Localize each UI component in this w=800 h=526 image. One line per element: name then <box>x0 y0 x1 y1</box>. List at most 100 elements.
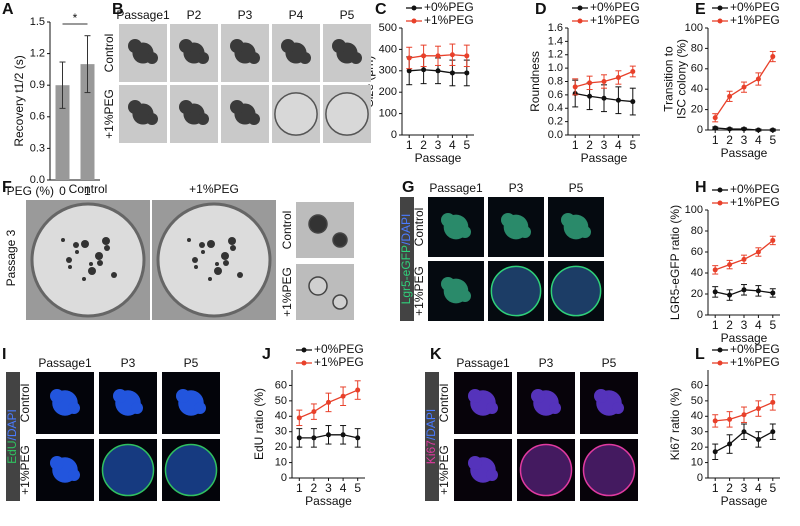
point <box>727 126 733 132</box>
y-tick-label: 30 <box>275 426 287 438</box>
column-label: P3 <box>539 356 554 370</box>
point <box>406 55 412 61</box>
y-tick-label: 0 <box>697 472 703 484</box>
column-label: Passage1 <box>116 8 170 22</box>
point <box>311 435 317 441</box>
y-tick-label: 60 <box>275 379 287 391</box>
point <box>755 288 761 294</box>
specimen <box>612 402 624 414</box>
y-axis-label: Transition to <box>662 46 676 112</box>
point <box>741 126 747 132</box>
x-tick-label: 1 <box>572 138 579 152</box>
specimen <box>194 402 206 414</box>
legend-marker <box>577 18 583 24</box>
legend-marker <box>717 360 723 366</box>
stain-part: Lgr5-eGFP <box>399 245 413 304</box>
column-label: P3 <box>121 356 136 370</box>
point <box>296 435 302 441</box>
bar <box>55 85 70 180</box>
specimen <box>197 113 209 125</box>
specimen <box>332 39 346 53</box>
y-tick-label: 80 <box>691 225 703 237</box>
point <box>406 68 412 74</box>
x-axis-label: Passage <box>305 494 352 508</box>
point <box>712 267 718 273</box>
y-tick-label: 10 <box>275 456 287 468</box>
specimen <box>179 39 193 53</box>
specimen <box>95 252 103 260</box>
specimen <box>281 39 295 53</box>
x-tick-label: 4 <box>755 318 762 332</box>
specimen <box>97 260 103 266</box>
specimen <box>75 250 79 254</box>
point <box>464 53 470 59</box>
y-tick-label: 500 <box>379 22 397 34</box>
point <box>435 68 441 74</box>
bar <box>80 64 95 180</box>
y-axis-label: Ki67 ratio (%) <box>668 388 682 461</box>
specimen <box>582 443 636 497</box>
x-tick-label: 0 <box>59 184 66 198</box>
y-tick-label: 0.0 <box>30 174 45 186</box>
specimen <box>579 226 591 238</box>
y-axis-label: Recovery t1/2 (s) <box>12 55 26 146</box>
legend-marker <box>717 187 723 193</box>
specimen <box>66 257 72 263</box>
row-label: +1%PEG <box>102 89 116 139</box>
specimen <box>230 100 244 114</box>
point <box>340 432 346 438</box>
legend-marker <box>301 360 307 366</box>
x-tick-label: 4 <box>615 138 622 152</box>
well <box>30 202 146 318</box>
point <box>727 416 733 422</box>
specimen <box>101 443 155 497</box>
specimen <box>308 214 328 234</box>
panel-letter: F <box>2 179 12 196</box>
legend-label: +0%PEG <box>730 342 780 356</box>
point <box>727 292 733 298</box>
column-label: Passage1 <box>38 356 92 370</box>
specimen <box>468 389 482 403</box>
y-tick-label: 1.5 <box>30 16 45 28</box>
stain-label: Lgr5-eGFP/DAPI <box>399 214 413 305</box>
point <box>601 79 607 84</box>
y-tick-label: 20 <box>691 104 703 116</box>
specimen <box>199 242 205 248</box>
panel-letter: C <box>375 1 387 18</box>
y-tick-label: 1.0 <box>548 62 563 74</box>
point <box>741 287 747 293</box>
specimen <box>594 389 608 403</box>
specimen <box>486 402 498 414</box>
point <box>326 432 331 438</box>
point <box>572 84 578 90</box>
y-tick-label: 60 <box>691 379 703 391</box>
y-tick-label: 1.4 <box>548 35 563 47</box>
row-label: Passage 3 <box>4 229 18 286</box>
specimen <box>197 52 209 64</box>
legend-marker <box>717 347 723 353</box>
y-tick-label: 0.3 <box>30 142 45 154</box>
specimen <box>146 113 158 125</box>
x-tick-label: 5 <box>769 133 776 147</box>
specimen <box>61 238 65 242</box>
specimen <box>519 226 531 238</box>
stain-part: /DAPI <box>424 409 438 440</box>
y-tick-label: 0 <box>697 309 703 321</box>
panel-letter: A <box>2 1 14 18</box>
specimen <box>176 389 190 403</box>
y-tick-label: 0 <box>391 129 397 141</box>
stain-bar <box>400 197 414 321</box>
point <box>770 127 776 133</box>
stain-part: /DAPI <box>399 214 413 245</box>
x-axis-label: Passage <box>415 151 462 165</box>
y-axis-label: ISC colony (%) <box>675 39 689 119</box>
x-tick-label: 3 <box>741 133 748 147</box>
x-tick-label: 1 <box>712 481 719 495</box>
specimen <box>501 213 515 227</box>
legend-label: +1%PEG <box>730 355 780 369</box>
legend-marker <box>717 200 723 206</box>
x-tick-label: 5 <box>463 138 470 152</box>
point <box>421 67 427 73</box>
x-tick-label: 3 <box>435 138 442 152</box>
column-label: P2 <box>187 8 202 22</box>
